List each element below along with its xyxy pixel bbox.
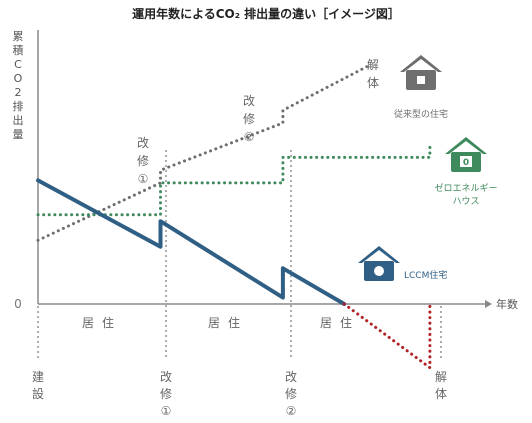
upper-kaishu2-char: 改: [243, 94, 255, 108]
event-kenchiku-char: 建: [32, 370, 44, 384]
leaf-icon: [374, 266, 384, 276]
event-kaishu1-char: 改: [160, 370, 172, 384]
y-axis-label: 累 積 C O 2 排 出 量: [13, 30, 24, 141]
event-kaitai-char: 体: [435, 387, 447, 401]
house-door: [417, 76, 425, 84]
event-kaishu1-char: 修: [160, 386, 172, 401]
phase-label-3: 居住: [320, 316, 360, 330]
series-line-3: [342, 302, 432, 370]
x-axis-arrow: [485, 300, 492, 308]
upper-kaishu1-char: ①: [138, 172, 149, 186]
chart-title: 運用年数によるCO₂ 排出量の違い［イメージ図］: [132, 6, 400, 21]
y-axis-label-char: O: [14, 72, 23, 85]
house-roof: [358, 246, 400, 263]
event-labels-bottom: 建 設 改 修 ① 改 修 ② 解 体: [32, 370, 447, 418]
event-kaishu2-char: 改: [285, 370, 297, 384]
y-axis-label-char: 積: [13, 43, 24, 57]
zeh-icon-text: 0: [463, 158, 469, 168]
event-labels-upper: 改 修 ① 改 修 ② 解 体: [137, 58, 379, 186]
house-door: [460, 156, 472, 167]
phase-label-2: 居住: [208, 316, 248, 330]
event-kenchiku-char: 設: [32, 386, 44, 401]
y-axis-label-char: C: [14, 58, 22, 71]
zeh-house-label-line2: ハウス: [452, 196, 479, 207]
event-kaitai-char: 解: [435, 370, 447, 384]
house-roof: [445, 137, 487, 154]
event-kaishu1-char: ①: [161, 404, 172, 418]
lccm-house-label: LCCM住宅: [404, 269, 447, 281]
y-axis-label-char: 量: [13, 128, 24, 141]
upper-kaishu1-char: 修: [137, 153, 149, 168]
upper-kaishu2-char: ②: [244, 130, 255, 144]
zeh-house-icon: 0: [445, 137, 487, 172]
series-line-1: [36, 140, 432, 217]
y-axis-label-char: 累: [13, 30, 24, 43]
event-kaishu2-char: 修: [285, 386, 297, 401]
phase-label-1: 居住: [82, 316, 122, 330]
house-roof: [400, 55, 442, 72]
upper-kaitai-char: 体: [367, 76, 379, 90]
conventional-house-label: 従来型の住宅: [394, 108, 448, 120]
lccm-house-icon: [358, 246, 400, 281]
upper-kaishu2-char: 修: [243, 111, 255, 126]
upper-kaishu1-char: 改: [137, 136, 149, 150]
y-axis-label-char: 2: [15, 86, 22, 99]
series-line-2: [36, 178, 347, 306]
series-layer: [36, 64, 432, 370]
zeh-house-label-line1: ゼロエネルギー: [434, 182, 497, 194]
y-axis-label-char: 排: [13, 99, 24, 113]
x-axis-label: 年数: [496, 297, 518, 311]
y-axis-label-char: 出: [13, 113, 24, 127]
event-kaishu2-char: ②: [286, 404, 297, 418]
upper-kaitai-char: 解: [367, 58, 379, 72]
conventional-house-icon: [400, 55, 442, 90]
event-markers: [37, 150, 442, 360]
zero-tick-label: 0: [14, 297, 22, 311]
series-line-0: [36, 64, 371, 242]
